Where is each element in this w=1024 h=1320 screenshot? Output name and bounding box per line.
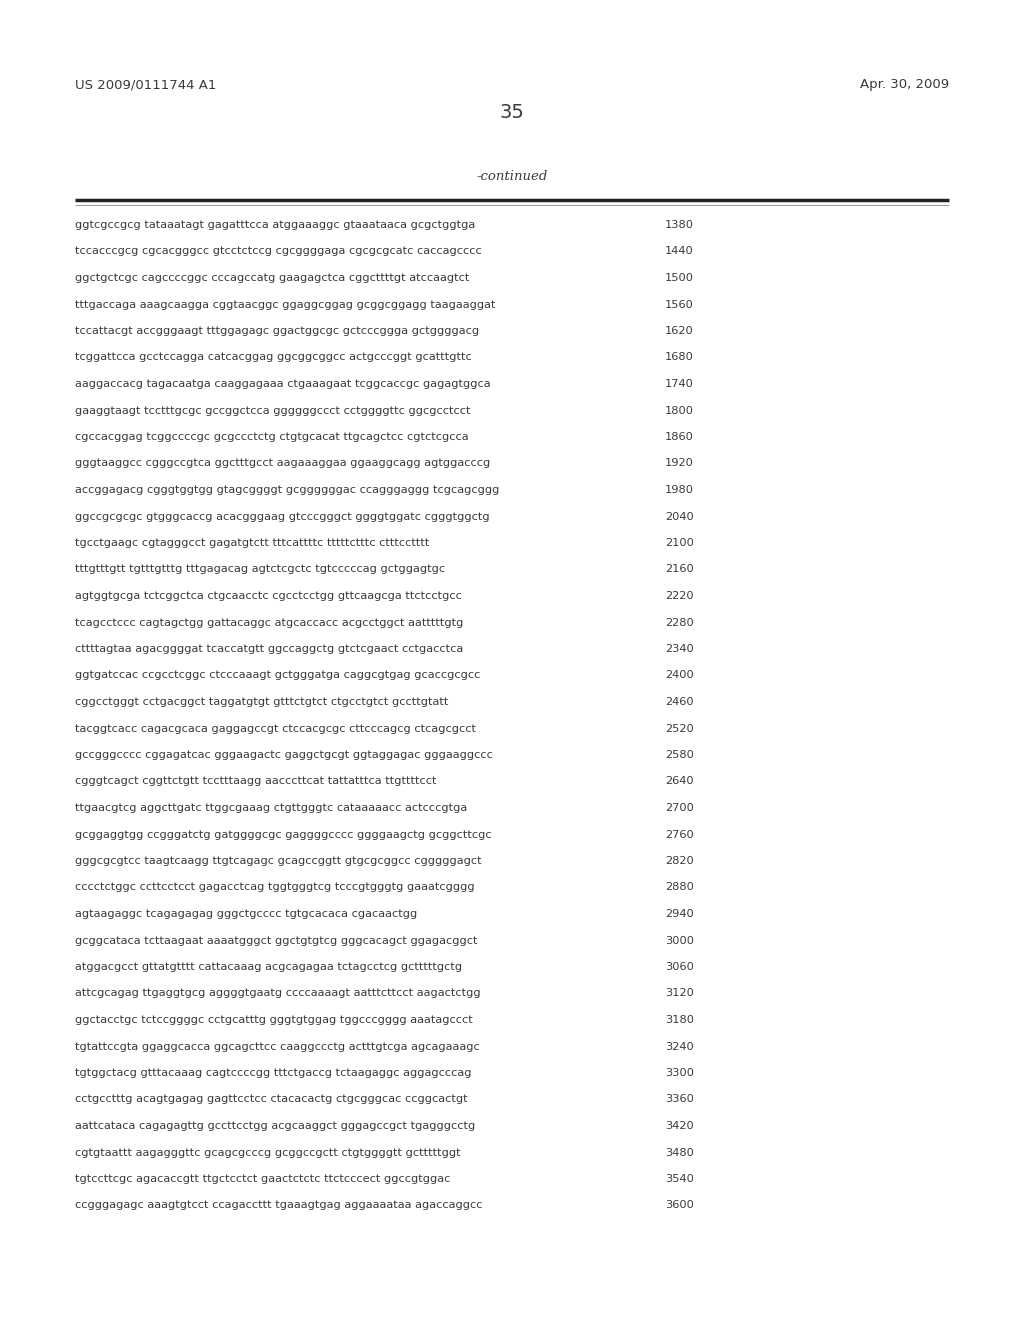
Text: cttttagtaa agacggggat tcaccatgtt ggccaggctg gtctcgaact cctgacctca: cttttagtaa agacggggat tcaccatgtt ggccagg… bbox=[75, 644, 463, 653]
Text: attcgcagag ttgaggtgcg aggggtgaatg ccccaaaagt aatttcttcct aagactctgg: attcgcagag ttgaggtgcg aggggtgaatg ccccaa… bbox=[75, 989, 480, 998]
Text: 2220: 2220 bbox=[665, 591, 693, 601]
Text: ggtcgccgcg tataaatagt gagatttcca atggaaaggc gtaaataaca gcgctggtga: ggtcgccgcg tataaatagt gagatttcca atggaaa… bbox=[75, 220, 475, 230]
Text: tttgaccaga aaagcaagga cggtaacggc ggaggcggag gcggcggagg taagaaggat: tttgaccaga aaagcaagga cggtaacggc ggaggcg… bbox=[75, 300, 496, 309]
Text: cgggtcagct cggttctgtt tcctttaagg aacccttcat tattatttca ttgttttcct: cgggtcagct cggttctgtt tcctttaagg aaccctt… bbox=[75, 776, 436, 787]
Text: 2160: 2160 bbox=[665, 565, 693, 574]
Text: agtggtgcga tctcggctca ctgcaacctc cgcctcctgg gttcaagcga ttctcctgcc: agtggtgcga tctcggctca ctgcaacctc cgcctcc… bbox=[75, 591, 462, 601]
Text: 2100: 2100 bbox=[665, 539, 694, 548]
Text: cgccacggag tcggccccgc gcgccctctg ctgtgcacat ttgcagctcc cgtctcgcca: cgccacggag tcggccccgc gcgccctctg ctgtgca… bbox=[75, 432, 469, 442]
Text: ggctgctcgc cagccccggc cccagccatg gaagagctca cggcttttgt atccaagtct: ggctgctcgc cagccccggc cccagccatg gaagagc… bbox=[75, 273, 469, 282]
Text: aattcataca cagagagttg gccttcctgg acgcaaggct gggagccgct tgagggcctg: aattcataca cagagagttg gccttcctgg acgcaag… bbox=[75, 1121, 475, 1131]
Text: 1740: 1740 bbox=[665, 379, 694, 389]
Text: agtaagaggc tcagagagag gggctgcccc tgtgcacaca cgacaactgg: agtaagaggc tcagagagag gggctgcccc tgtgcac… bbox=[75, 909, 417, 919]
Text: 2340: 2340 bbox=[665, 644, 693, 653]
Text: 2580: 2580 bbox=[665, 750, 694, 760]
Text: 1440: 1440 bbox=[665, 247, 693, 256]
Text: accggagacg cgggtggtgg gtagcggggt gcggggggac ccagggaggg tcgcagcggg: accggagacg cgggtggtgg gtagcggggt gcggggg… bbox=[75, 484, 500, 495]
Text: ttgaacgtcg aggcttgatc ttggcgaaag ctgttgggtc cataaaaacc actcccgtga: ttgaacgtcg aggcttgatc ttggcgaaag ctgttgg… bbox=[75, 803, 467, 813]
Text: 3360: 3360 bbox=[665, 1094, 694, 1105]
Text: tacggtcacc cagacgcaca gaggagccgt ctccacgcgc cttcccagcg ctcagcgcct: tacggtcacc cagacgcaca gaggagccgt ctccacg… bbox=[75, 723, 476, 734]
Text: tgtattccgta ggaggcacca ggcagcttcc caaggccctg actttgtcga agcagaaagc: tgtattccgta ggaggcacca ggcagcttcc caaggc… bbox=[75, 1041, 480, 1052]
Text: tccacccgcg cgcacgggcc gtcctctccg cgcggggaga cgcgcgcatc caccagcccc: tccacccgcg cgcacgggcc gtcctctccg cgcgggg… bbox=[75, 247, 481, 256]
Text: tcagcctccc cagtagctgg gattacaggc atgcaccacc acgcctggct aatttttgtg: tcagcctccc cagtagctgg gattacaggc atgcacc… bbox=[75, 618, 464, 627]
Text: 1620: 1620 bbox=[665, 326, 693, 337]
Text: 3420: 3420 bbox=[665, 1121, 693, 1131]
Text: 3000: 3000 bbox=[665, 936, 694, 945]
Text: Apr. 30, 2009: Apr. 30, 2009 bbox=[860, 78, 949, 91]
Text: 1980: 1980 bbox=[665, 484, 694, 495]
Text: 1680: 1680 bbox=[665, 352, 694, 363]
Text: 2940: 2940 bbox=[665, 909, 693, 919]
Text: 1500: 1500 bbox=[665, 273, 694, 282]
Text: 2880: 2880 bbox=[665, 883, 694, 892]
Text: 1860: 1860 bbox=[665, 432, 694, 442]
Text: tgtccttcgc agacaccgtt ttgctcctct gaactctctc ttctcccect ggccgtggac: tgtccttcgc agacaccgtt ttgctcctct gaactct… bbox=[75, 1173, 451, 1184]
Text: -continued: -continued bbox=[476, 170, 548, 183]
Text: 3180: 3180 bbox=[665, 1015, 694, 1026]
Text: 35: 35 bbox=[500, 103, 524, 121]
Text: 1560: 1560 bbox=[665, 300, 694, 309]
Text: 1380: 1380 bbox=[665, 220, 694, 230]
Text: 2040: 2040 bbox=[665, 511, 693, 521]
Text: atggacgcct gttatgtttt cattacaaag acgcagagaa tctagcctcg gctttttgctg: atggacgcct gttatgtttt cattacaaag acgcaga… bbox=[75, 962, 462, 972]
Text: cccctctggc ccttcctcct gagacctcag tggtgggtcg tcccgtgggtg gaaatcgggg: cccctctggc ccttcctcct gagacctcag tggtggg… bbox=[75, 883, 475, 892]
Text: 3600: 3600 bbox=[665, 1200, 694, 1210]
Text: cgtgtaattt aagagggttc gcagcgcccg gcggccgctt ctgtggggtt gctttttggt: cgtgtaattt aagagggttc gcagcgcccg gcggccg… bbox=[75, 1147, 461, 1158]
Text: cctgcctttg acagtgagag gagttcctcc ctacacactg ctgcgggcac ccggcactgt: cctgcctttg acagtgagag gagttcctcc ctacaca… bbox=[75, 1094, 468, 1105]
Text: ggtgatccac ccgcctcggc ctcccaaagt gctgggatga caggcgtgag gcaccgcgcc: ggtgatccac ccgcctcggc ctcccaaagt gctggga… bbox=[75, 671, 480, 681]
Text: 3120: 3120 bbox=[665, 989, 694, 998]
Text: cggcctgggt cctgacggct taggatgtgt gtttctgtct ctgcctgtct gccttgtatt: cggcctgggt cctgacggct taggatgtgt gtttctg… bbox=[75, 697, 449, 708]
Text: 3540: 3540 bbox=[665, 1173, 694, 1184]
Text: 2520: 2520 bbox=[665, 723, 693, 734]
Text: 2400: 2400 bbox=[665, 671, 693, 681]
Text: gggcgcgtcc taagtcaagg ttgtcagagc gcagccggtt gtgcgcggcc cgggggagct: gggcgcgtcc taagtcaagg ttgtcagagc gcagccg… bbox=[75, 855, 481, 866]
Text: 2460: 2460 bbox=[665, 697, 693, 708]
Text: tgtggctacg gtttacaaag cagtccccgg tttctgaccg tctaagaggc aggagcccag: tgtggctacg gtttacaaag cagtccccgg tttctga… bbox=[75, 1068, 471, 1078]
Text: tttgtttgtt tgtttgtttg tttgagacag agtctcgctc tgtcccccag gctggagtgc: tttgtttgtt tgtttgtttg tttgagacag agtctcg… bbox=[75, 565, 445, 574]
Text: ggctacctgc tctccggggc cctgcatttg gggtgtggag tggcccgggg aaatagccct: ggctacctgc tctccggggc cctgcatttg gggtgtg… bbox=[75, 1015, 473, 1026]
Text: 2280: 2280 bbox=[665, 618, 693, 627]
Text: tcggattcca gcctccagga catcacggag ggcggcggcc actgcccggt gcatttgttc: tcggattcca gcctccagga catcacggag ggcggcg… bbox=[75, 352, 472, 363]
Text: 1800: 1800 bbox=[665, 405, 694, 416]
Text: US 2009/0111744 A1: US 2009/0111744 A1 bbox=[75, 78, 216, 91]
Text: 2640: 2640 bbox=[665, 776, 693, 787]
Text: ccgggagagc aaagtgtcct ccagaccttt tgaaagtgag aggaaaataa agaccaggcc: ccgggagagc aaagtgtcct ccagaccttt tgaaagt… bbox=[75, 1200, 482, 1210]
Text: 3300: 3300 bbox=[665, 1068, 694, 1078]
Text: 3480: 3480 bbox=[665, 1147, 694, 1158]
Text: gcggaggtgg ccgggatctg gatggggcgc gaggggcccc ggggaagctg gcggcttcgc: gcggaggtgg ccgggatctg gatggggcgc gaggggc… bbox=[75, 829, 492, 840]
Text: 1920: 1920 bbox=[665, 458, 694, 469]
Text: 3240: 3240 bbox=[665, 1041, 693, 1052]
Text: ggccgcgcgc gtgggcaccg acacgggaag gtcccgggct ggggtggatc cgggtggctg: ggccgcgcgc gtgggcaccg acacgggaag gtcccgg… bbox=[75, 511, 489, 521]
Text: tccattacgt accgggaagt tttggagagc ggactggcgc gctcccggga gctggggacg: tccattacgt accgggaagt tttggagagc ggactgg… bbox=[75, 326, 479, 337]
Text: gggtaaggcc cgggccgtca ggctttgcct aagaaaggaa ggaaggcagg agtggacccg: gggtaaggcc cgggccgtca ggctttgcct aagaaag… bbox=[75, 458, 490, 469]
Text: 2700: 2700 bbox=[665, 803, 694, 813]
Text: 3060: 3060 bbox=[665, 962, 694, 972]
Text: gcggcataca tcttaagaat aaaatgggct ggctgtgtcg gggcacagct ggagacggct: gcggcataca tcttaagaat aaaatgggct ggctgtg… bbox=[75, 936, 477, 945]
Text: 2820: 2820 bbox=[665, 855, 693, 866]
Text: gaaggtaagt tcctttgcgc gccggctcca ggggggccct cctggggttc ggcgcctcct: gaaggtaagt tcctttgcgc gccggctcca ggggggc… bbox=[75, 405, 470, 416]
Text: gccgggcccc cggagatcac gggaagactc gaggctgcgt ggtaggagac gggaaggccc: gccgggcccc cggagatcac gggaagactc gaggctg… bbox=[75, 750, 493, 760]
Text: 2760: 2760 bbox=[665, 829, 693, 840]
Text: tgcctgaagc cgtagggcct gagatgtctt tttcattttc tttttctttc ctttcctttt: tgcctgaagc cgtagggcct gagatgtctt tttcatt… bbox=[75, 539, 429, 548]
Text: aaggaccacg tagacaatga caaggagaaa ctgaaagaat tcggcaccgc gagagtggca: aaggaccacg tagacaatga caaggagaaa ctgaaag… bbox=[75, 379, 490, 389]
